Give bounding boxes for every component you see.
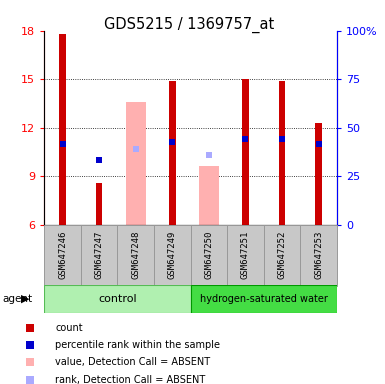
Bar <box>191 225 227 286</box>
Bar <box>169 81 176 225</box>
Text: GSM647251: GSM647251 <box>241 230 250 279</box>
Bar <box>242 79 249 225</box>
Text: GDS5215 / 1369757_at: GDS5215 / 1369757_at <box>104 17 274 33</box>
Bar <box>44 285 191 313</box>
Bar <box>300 225 337 286</box>
Text: GSM647250: GSM647250 <box>204 230 213 279</box>
Text: GSM647247: GSM647247 <box>95 230 104 279</box>
Bar <box>315 123 322 225</box>
Bar <box>199 167 219 225</box>
Text: agent: agent <box>2 294 32 304</box>
Text: GSM647246: GSM647246 <box>58 230 67 279</box>
Text: value, Detection Call = ABSENT: value, Detection Call = ABSENT <box>55 357 210 367</box>
Bar <box>154 225 191 286</box>
Bar <box>117 225 154 286</box>
Bar <box>44 225 81 286</box>
Text: GSM647249: GSM647249 <box>168 230 177 279</box>
Text: hydrogen-saturated water: hydrogen-saturated water <box>200 294 328 304</box>
Text: GSM647252: GSM647252 <box>278 230 286 279</box>
Bar <box>191 285 337 313</box>
Text: control: control <box>98 294 137 304</box>
Bar <box>59 34 66 225</box>
Bar <box>227 225 264 286</box>
Bar <box>81 225 117 286</box>
Bar <box>279 81 285 225</box>
Text: rank, Detection Call = ABSENT: rank, Detection Call = ABSENT <box>55 375 206 384</box>
Text: count: count <box>55 323 83 333</box>
Bar <box>264 225 300 286</box>
Bar <box>126 102 146 225</box>
Text: ▶: ▶ <box>21 294 30 304</box>
Bar <box>96 183 102 225</box>
Text: GSM647248: GSM647248 <box>131 230 140 279</box>
Text: GSM647253: GSM647253 <box>314 230 323 279</box>
Text: percentile rank within the sample: percentile rank within the sample <box>55 340 220 350</box>
